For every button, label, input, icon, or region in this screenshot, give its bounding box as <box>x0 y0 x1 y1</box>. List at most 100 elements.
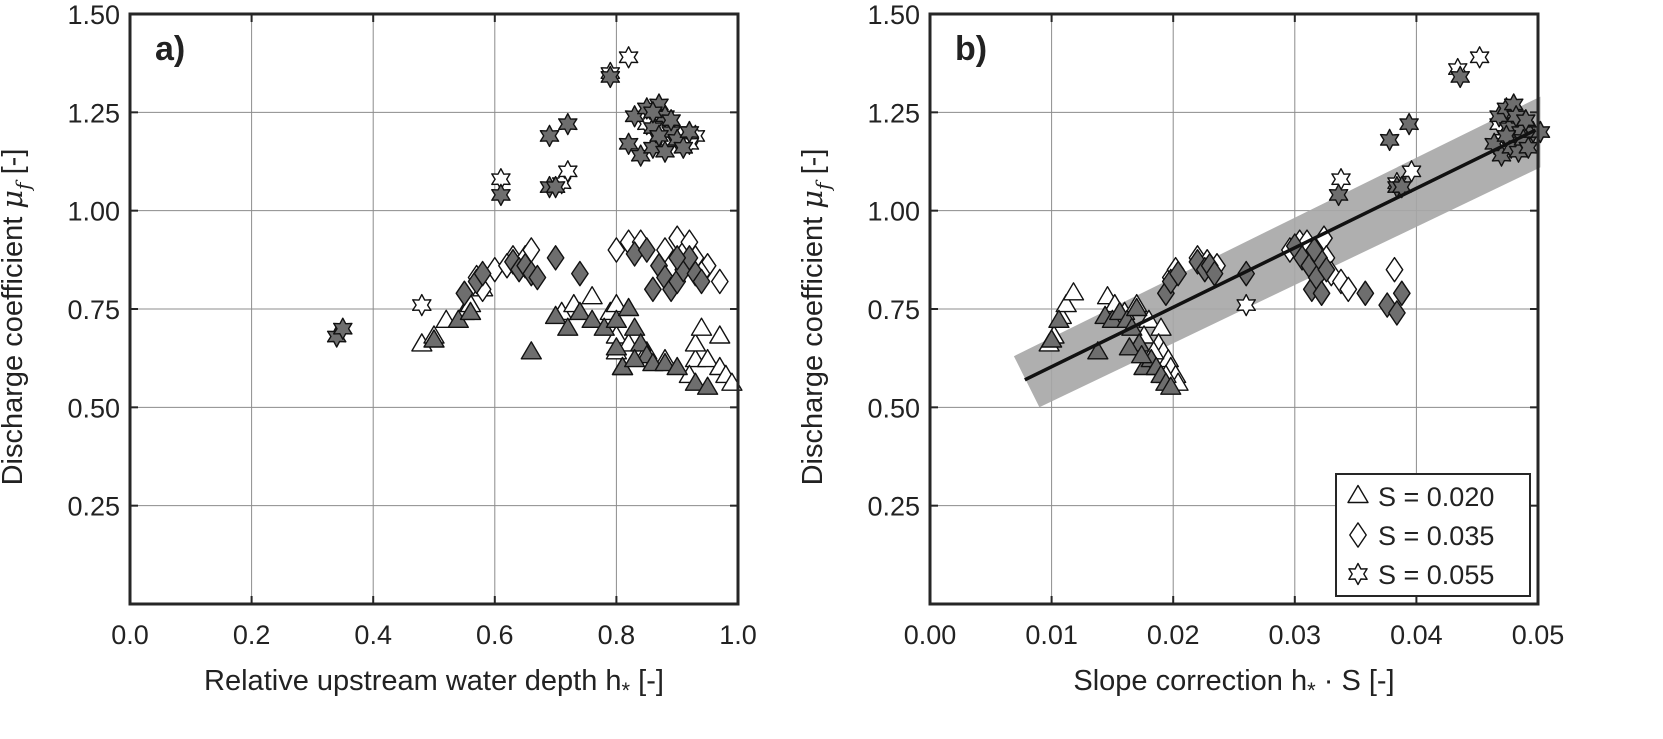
data-point-triangle-0-17 <box>690 317 713 336</box>
panel-b-y-label-unit: [-] <box>797 149 829 183</box>
panel-a-y-axis-label: Discharge coefficient μf [-] <box>0 149 35 486</box>
legend-label-star: S = 0.055 <box>1378 560 1494 590</box>
data-point-diamond-3-7 <box>528 264 547 291</box>
legend-star-icon <box>1348 562 1368 586</box>
x-tick-label-2: 0.4 <box>354 620 392 650</box>
data-point-star-5-2 <box>491 183 511 207</box>
data-point-diamond-3-12 <box>644 276 662 303</box>
panel-a-y-label-sym: μ <box>0 190 29 209</box>
legend-marker-shape-1 <box>1349 522 1367 548</box>
data-point-star-5-21 <box>1515 108 1536 132</box>
data-point-diamond-3-15 <box>1317 256 1336 283</box>
data-point-star-5-1 <box>1379 128 1400 152</box>
data-point-star-4-3 <box>558 160 578 183</box>
data-point-star-5-22 <box>649 124 669 148</box>
data-point-diamond-2-6 <box>607 237 626 263</box>
data-point-diamond-2-12 <box>1339 276 1358 303</box>
x-tick-label-3: 0.03 <box>1269 620 1322 650</box>
x-tick-label-0: 0.0 <box>111 620 149 650</box>
panel-b-label: b) <box>955 30 987 68</box>
x-tick-label-5: 0.05 <box>1512 620 1565 650</box>
panel-a-x-label-main: Relative upstream water depth h <box>204 665 622 697</box>
data-point-triangle-1-3 <box>520 341 542 360</box>
panel-a-ticks: 0.0 0.2 0.4 0.6 0.8 1.0 0.25 0.50 0.75 1.00 1.25 1.… <box>67 0 756 650</box>
data-point-triangle-1-1 <box>1048 309 1070 328</box>
y-tick-label-5: 1.50 <box>867 0 920 30</box>
panel-b-x-label-main: Slope correction h <box>1073 665 1307 697</box>
legend-label-triangle: S = 0.020 <box>1378 482 1494 512</box>
x-tick-label-3: 0.6 <box>476 620 514 650</box>
y-tick-label-3: 1.00 <box>867 197 920 227</box>
data-point-diamond-3-16 <box>1356 280 1375 306</box>
y-tick-label-1: 0.50 <box>67 393 120 423</box>
data-point-triangle-0-19 <box>709 325 731 344</box>
data-point-diamond-3-11 <box>637 237 656 263</box>
data-point-star-5-0 <box>1328 183 1349 207</box>
data-point-diamond-3-9 <box>571 260 589 287</box>
data-point-diamond-3-0 <box>455 280 474 306</box>
legend-marker-shape-0 <box>1347 484 1369 504</box>
y-tick-label-4: 1.25 <box>67 98 120 128</box>
legend-label-diamond: S = 0.035 <box>1378 521 1494 551</box>
x-tick-label-0: 0.00 <box>904 620 957 650</box>
x-tick-label-1: 0.2 <box>233 620 271 650</box>
panel-b-ticks: 0.00 0.01 0.02 0.03 0.04 0.05 0.25 0.50 0.75 1.00… <box>867 0 1564 650</box>
data-point-diamond-3-2 <box>473 260 492 287</box>
panel-a-x-axis-label: Relative upstream water depth h* [-] <box>204 665 664 703</box>
data-point-triangle-1-0 <box>423 329 445 348</box>
panel-b-y-label-sym: μ <box>795 190 829 209</box>
data-point-triangle-1-0 <box>1040 329 1063 348</box>
data-point-star-5-3 <box>1391 175 1412 199</box>
data-point-star-5-16 <box>655 140 675 163</box>
panel-a: 0.0 0.2 0.4 0.6 0.8 1.0 0.25 0.50 0.75 1.00 1.25 1.… <box>0 0 757 703</box>
x-tick-label-2: 0.02 <box>1147 620 1200 650</box>
x-tick-label-5: 1.0 <box>719 620 757 650</box>
data-point-star-5-4 <box>1399 112 1419 136</box>
panel-b-x-label-unit: · S [-] <box>1316 665 1395 697</box>
legend-triangle-icon <box>1347 484 1369 504</box>
y-tick-label-4: 1.25 <box>867 98 920 128</box>
panel-a-y-label-unit: [-] <box>0 149 29 183</box>
y-tick-label-0: 0.25 <box>867 492 920 522</box>
data-point-star-4-1 <box>1331 167 1351 191</box>
data-point-diamond-2-2 <box>485 256 504 283</box>
data-point-triangle-0-4 <box>1062 282 1085 301</box>
legend-item-diamond: S = 0.035 <box>1349 521 1494 551</box>
panel-b: 0.00 0.01 0.02 0.03 0.04 0.05 0.25 0.50 0.75 1.00… <box>795 0 1564 703</box>
panel-a-y-label-main: Discharge coefficient <box>0 209 29 486</box>
data-point-triangle-1-4 <box>544 305 567 325</box>
y-tick-label-1: 0.50 <box>867 393 920 423</box>
data-point-triangle-1-9 <box>605 309 628 328</box>
panel-a-label: a) <box>155 30 185 68</box>
data-point-triangle-1-20 <box>605 337 628 356</box>
data-point-triangle-1-17 <box>666 356 688 376</box>
data-point-star-5-8 <box>618 132 639 156</box>
legend-diamond-icon <box>1349 522 1367 548</box>
x-tick-label-4: 0.8 <box>598 620 636 650</box>
y-tick-label-3: 1.00 <box>67 197 120 227</box>
data-point-star-5-20 <box>679 120 700 144</box>
data-point-star-4-0 <box>412 293 432 317</box>
data-point-triangle-1-21 <box>624 348 646 368</box>
panel-b-legend: S = 0.020 S = 0.035 S = 0.055 <box>1335 473 1531 597</box>
panel-b-x-axis-label: Slope correction h* · S [-] <box>1073 665 1394 703</box>
data-point-triangle-0-16 <box>684 333 707 352</box>
data-point-star-5-5 <box>1450 65 1471 89</box>
data-point-triangle-0-3 <box>1055 293 1077 313</box>
data-point-star-4-0 <box>1236 293 1257 317</box>
panel-a-x-label-unit: [-] <box>630 665 664 697</box>
data-point-triangle-1-6 <box>569 301 591 321</box>
data-point-star-5-1 <box>333 317 353 340</box>
data-point-triangle-1-2 <box>1087 341 1109 360</box>
data-point-star-5-5 <box>539 124 560 148</box>
panel-a-markers <box>326 46 743 395</box>
data-point-diamond-3-3 <box>1188 248 1207 275</box>
data-point-star-4-5 <box>618 46 639 69</box>
data-point-star-5-19 <box>1530 120 1551 144</box>
panel-a-x-label-sub: * <box>622 678 631 703</box>
data-point-diamond-3-21 <box>668 245 687 271</box>
data-point-triangle-1-11 <box>617 297 640 317</box>
data-point-triangle-1-18 <box>684 372 707 391</box>
data-point-diamond-3-14 <box>1312 280 1331 306</box>
